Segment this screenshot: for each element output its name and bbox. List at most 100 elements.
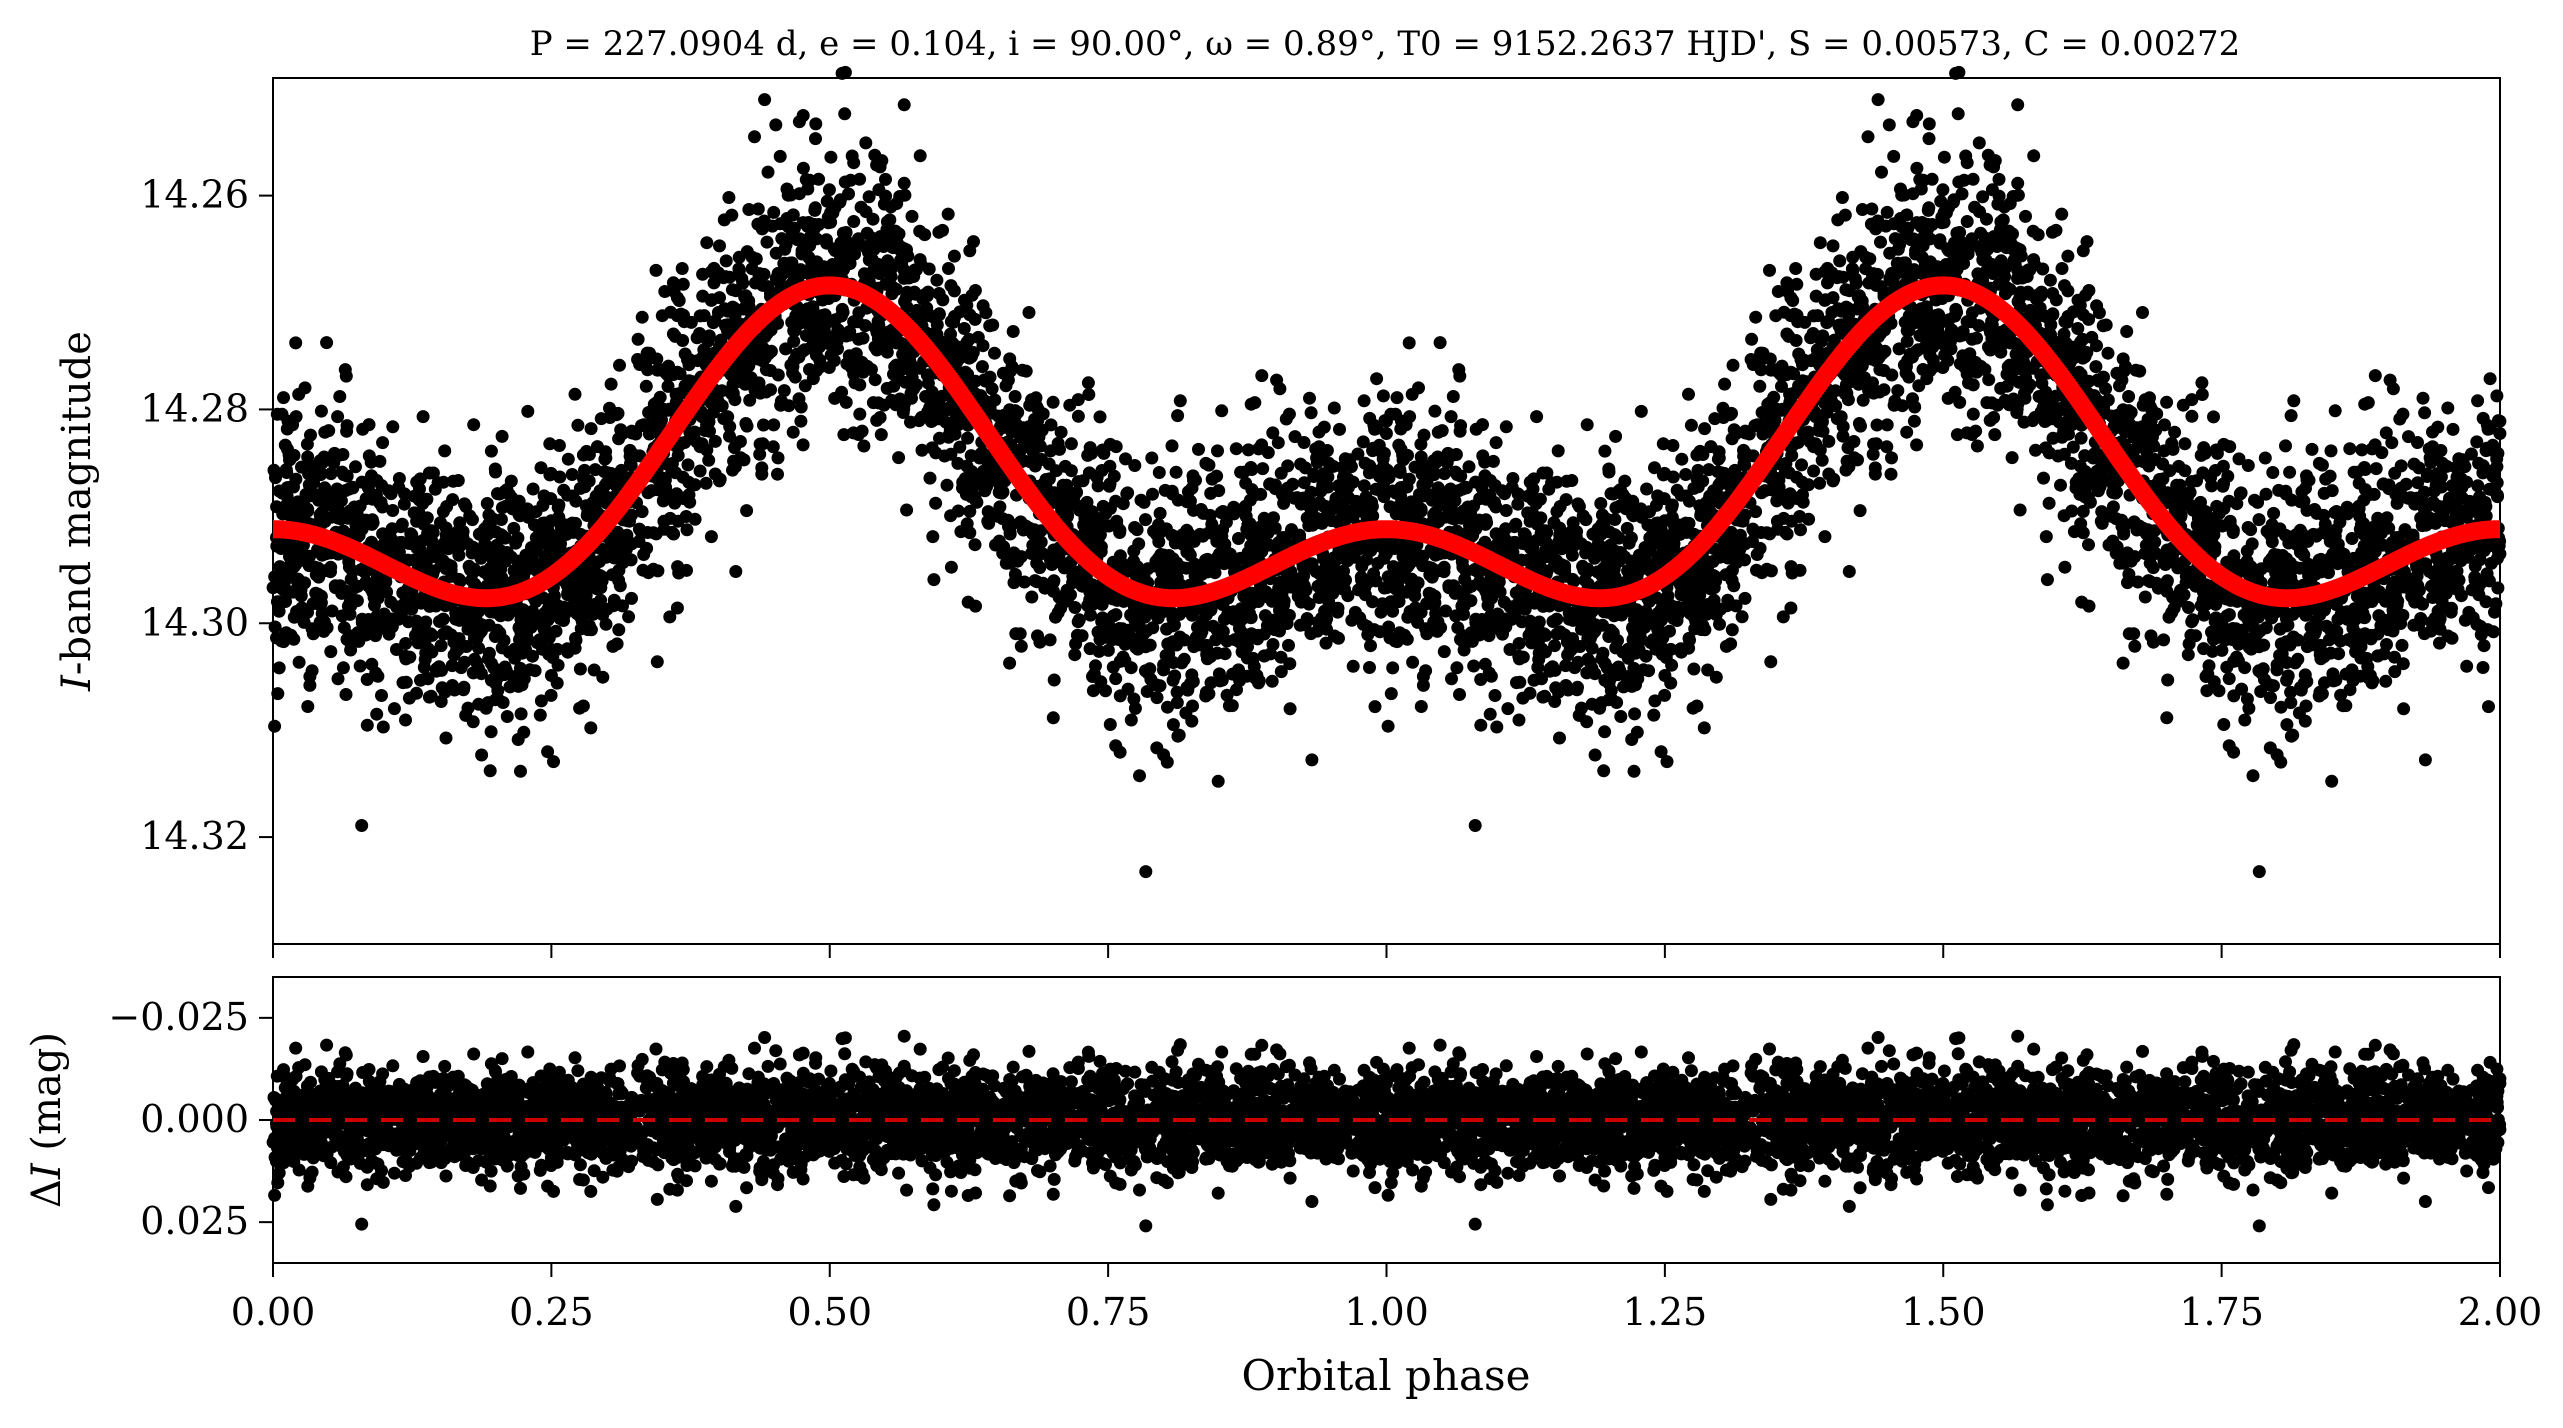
top-data-point (281, 414, 295, 428)
top-data-point (953, 440, 967, 454)
top-data-point (571, 418, 585, 432)
top-data-point (1608, 513, 1622, 526)
top-data-point (1428, 404, 1442, 418)
top-data-point (2297, 676, 2311, 690)
top-data-point (485, 657, 498, 671)
top-data-point (542, 647, 556, 661)
top-data-point (670, 601, 684, 615)
top-data-point (708, 314, 722, 328)
top-data-point (988, 346, 1001, 360)
top-data-point (565, 468, 579, 481)
top-data-point (774, 398, 788, 412)
top-data-point (533, 708, 547, 722)
top-data-point (344, 643, 358, 657)
top-data-point (1336, 573, 1350, 587)
top-data-point (961, 345, 975, 359)
top-data-point (612, 623, 626, 637)
top-data-point (713, 239, 726, 253)
top-data-point (622, 610, 636, 624)
top-data-point (1219, 544, 1233, 558)
top-data-point (983, 400, 997, 414)
top-data-point (1054, 425, 1068, 439)
top-data-point (2161, 673, 2175, 687)
top-data-point (600, 550, 614, 564)
top-data-point (1061, 508, 1075, 522)
top-data-point (1297, 582, 1311, 596)
top-data-point (969, 599, 982, 613)
top-data-point (613, 358, 626, 372)
top-data-point (561, 452, 575, 466)
top-data-point (327, 456, 341, 470)
top-data-point (349, 460, 362, 474)
top-data-point (792, 115, 806, 129)
top-data-point (740, 504, 754, 518)
top-data-point (2267, 506, 2281, 520)
top-data-point (368, 598, 381, 612)
top-data-point (1107, 609, 1120, 623)
top-data-point (1907, 414, 1921, 428)
top-data-point (1060, 583, 1074, 597)
top-data-point (1028, 394, 1042, 408)
top-data-point (348, 581, 362, 595)
top-data-point (1192, 442, 1205, 456)
top-data-point (1764, 655, 1778, 669)
top-data-point (852, 428, 865, 441)
top-data-point (1090, 512, 1104, 525)
top-data-point (868, 340, 882, 354)
top-data-point (1124, 661, 1138, 675)
top-data-point (301, 502, 315, 516)
top-data-point (1168, 530, 1182, 544)
top-data-point (479, 701, 493, 715)
top-data-point (324, 467, 338, 481)
top-data-point (2136, 306, 2149, 319)
top-data-point (534, 461, 548, 475)
top-data-point (1326, 551, 1340, 565)
top-data-point (857, 439, 871, 453)
top-data-point (2397, 702, 2411, 716)
top-data-point (272, 661, 286, 675)
top-data-point (671, 560, 685, 574)
top-data-point (838, 107, 852, 121)
top-data-point (1640, 482, 1654, 496)
top-data-point (1119, 452, 1132, 466)
top-data-point (1882, 118, 1896, 132)
top-data-point (384, 595, 398, 609)
top-data-point (1749, 310, 1763, 324)
top-data-point (905, 209, 919, 223)
top-data-point (2120, 325, 2134, 338)
top-data-point (359, 513, 373, 527)
top-data-point (1165, 574, 1179, 588)
top-data-point (899, 291, 913, 305)
top-data-point (802, 250, 816, 264)
top-data-point (405, 537, 419, 551)
top-data-point (1252, 676, 1265, 690)
top-data-point (1109, 440, 1123, 454)
top-data-point (1189, 473, 1202, 487)
top-data-point (1288, 430, 1302, 444)
top-data-point (343, 597, 356, 611)
top-data-point (650, 655, 664, 669)
top-data-point (1763, 263, 1776, 277)
top-data-point (463, 563, 477, 577)
top-data-point (2305, 442, 2319, 456)
top-data-point (422, 690, 436, 704)
top-data-point (601, 466, 615, 480)
top-data-point (1647, 708, 1661, 722)
top-data-point (1402, 336, 1416, 350)
top-data-point (881, 254, 895, 268)
top-data-point (370, 707, 384, 721)
top-data-point (1181, 526, 1195, 540)
top-data-point (566, 525, 580, 539)
top-data-point (675, 262, 689, 275)
top-data-point (755, 467, 769, 481)
top-data-point (722, 191, 736, 204)
top-data-point (740, 245, 754, 259)
top-data-point (494, 544, 508, 558)
top-data-point (588, 598, 602, 611)
top-data-point (1533, 492, 1547, 506)
top-data-point (494, 513, 508, 526)
top-data-point (812, 172, 826, 186)
top-data-point (399, 652, 413, 666)
top-data-point (900, 503, 914, 517)
top-data-point (481, 527, 495, 541)
